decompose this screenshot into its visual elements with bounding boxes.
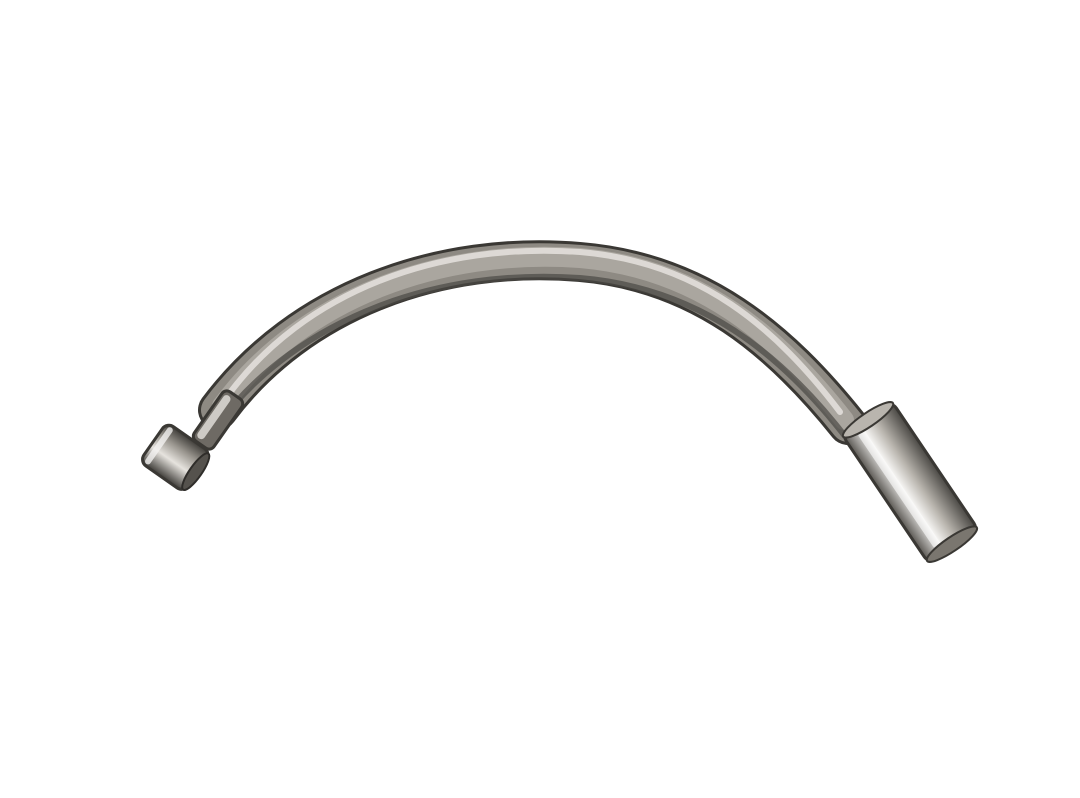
left-collar [191,389,245,451]
tube-highlight [223,247,843,415]
tube-shadow-line [215,273,851,443]
left-tip [141,423,211,491]
right-sleeve [841,401,979,563]
tube-midtone [212,246,854,430]
